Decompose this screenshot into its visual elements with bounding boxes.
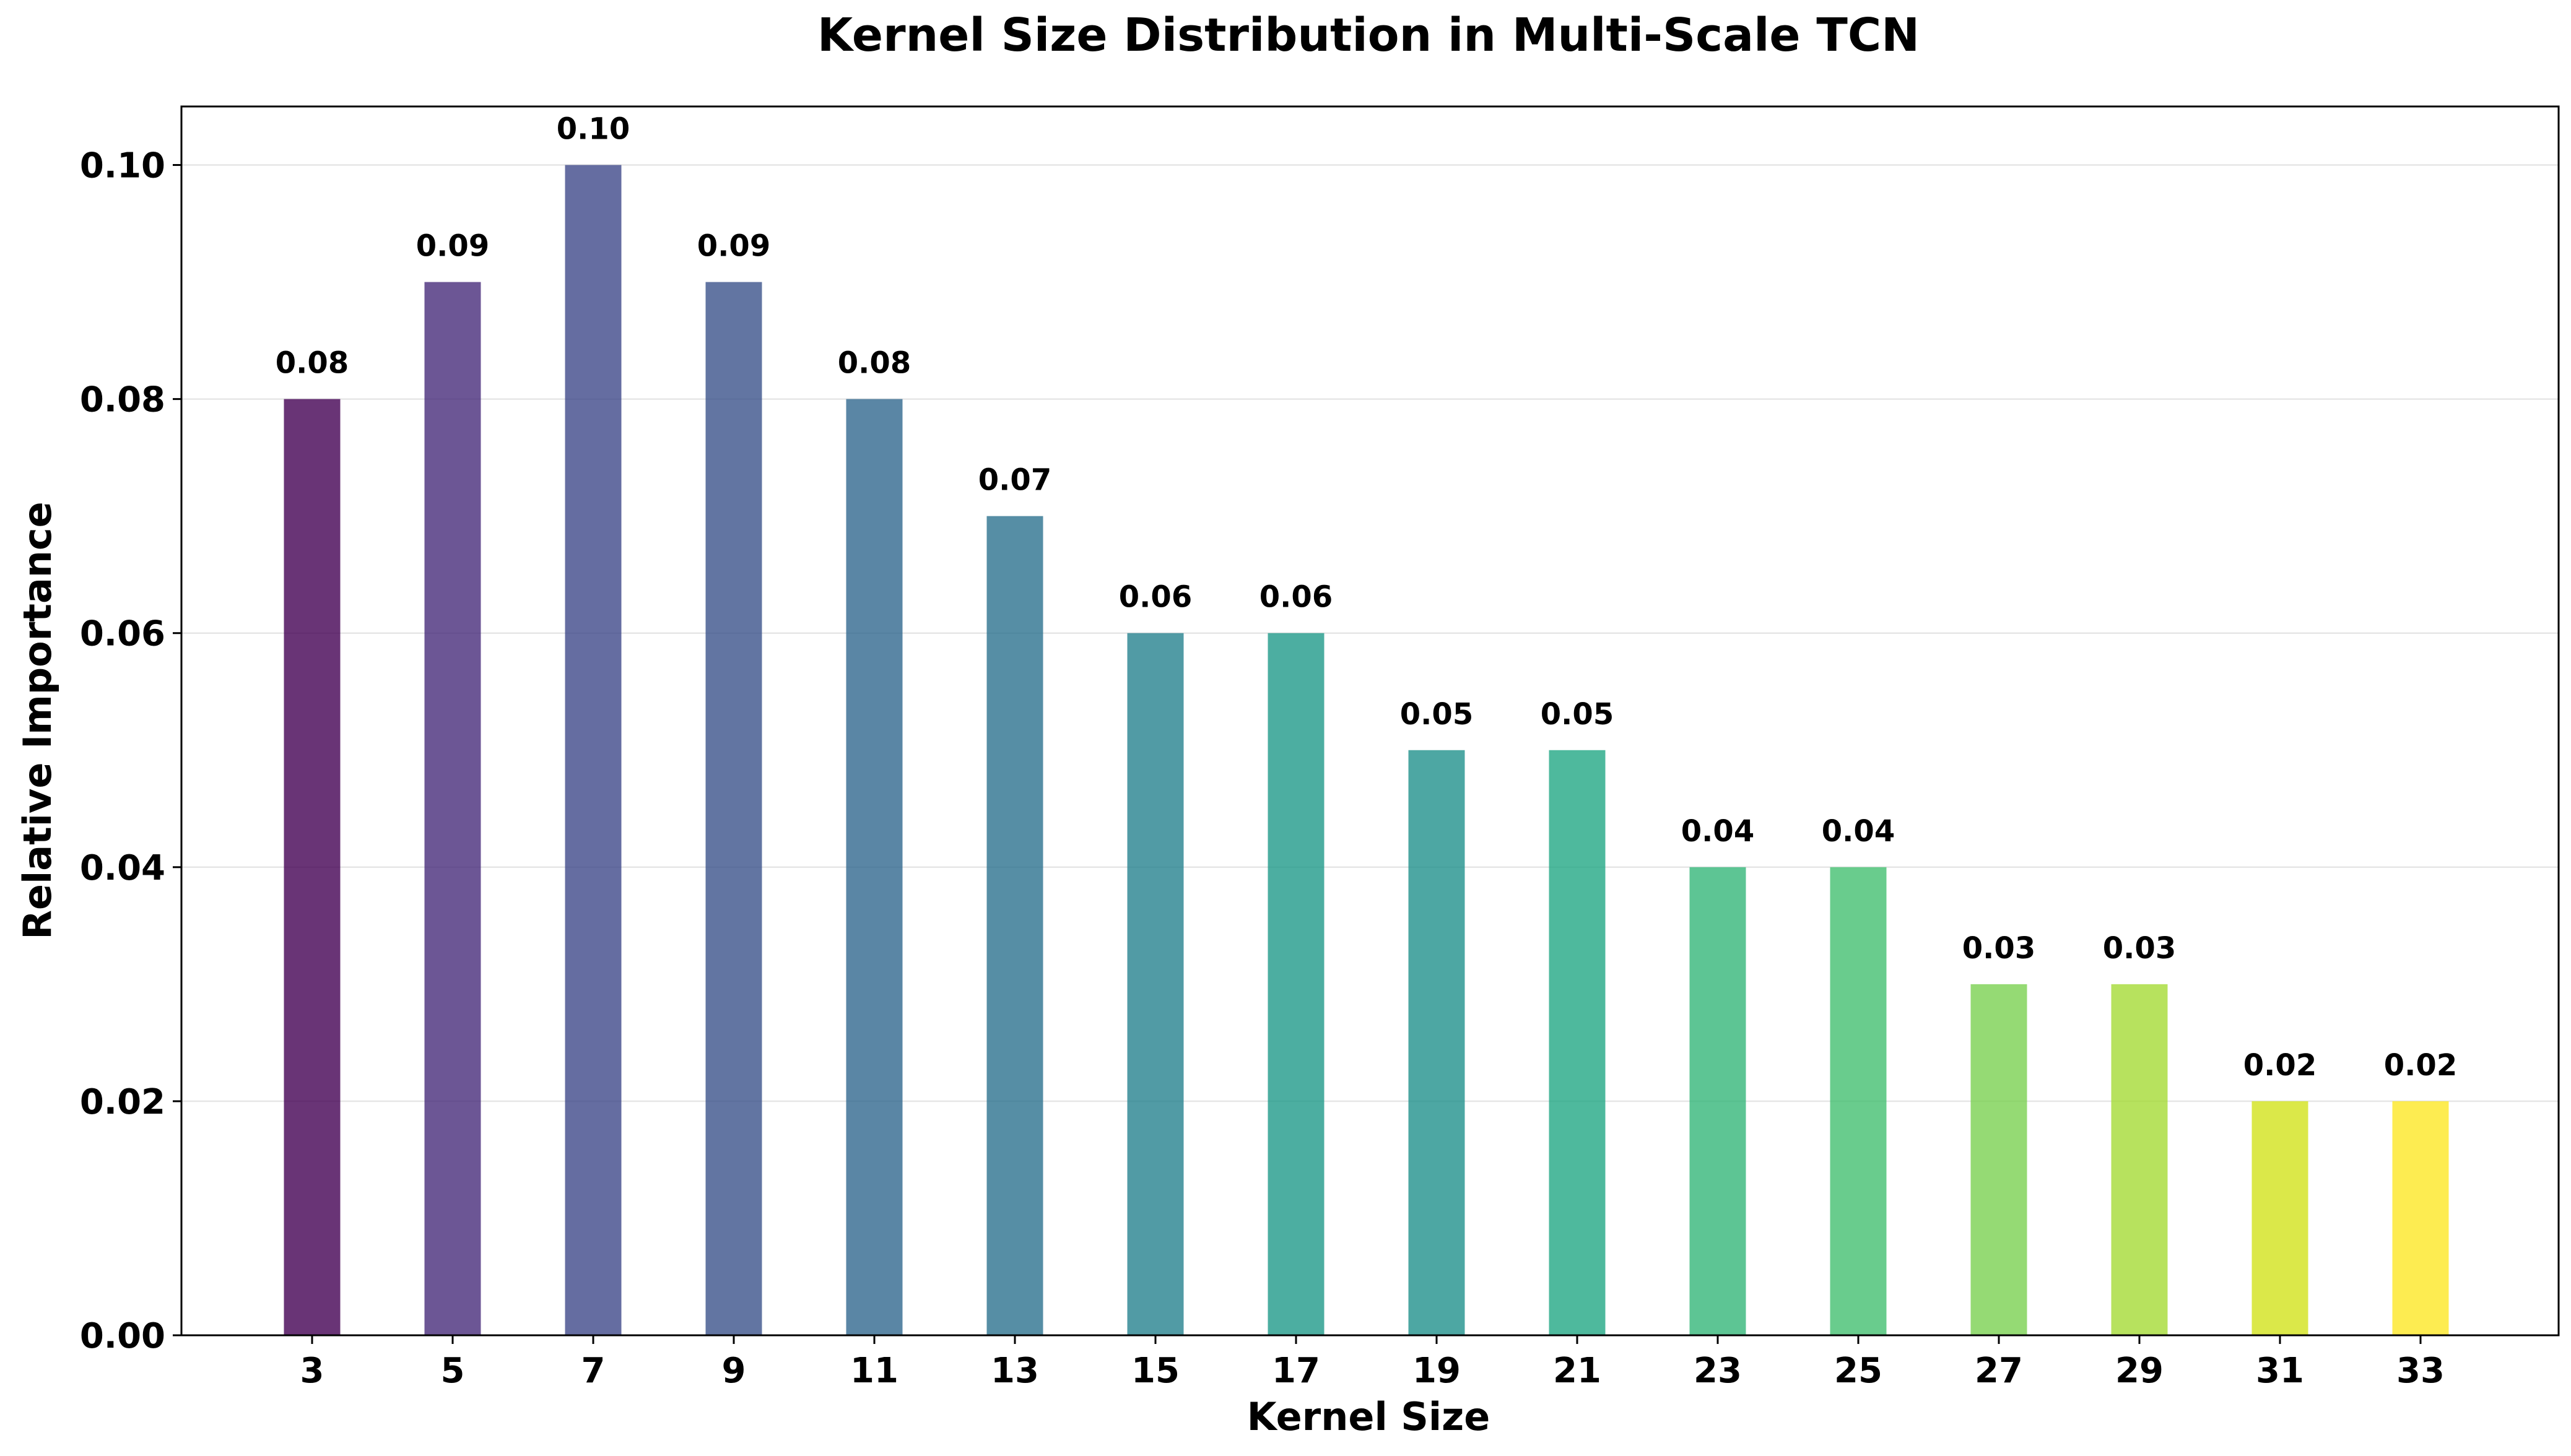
data-label: 0.02 xyxy=(2243,1048,2317,1083)
bar-29 xyxy=(2111,984,2168,1335)
bar-19 xyxy=(1408,750,1465,1335)
bars xyxy=(284,165,2449,1336)
data-label: 0.06 xyxy=(1259,580,1333,615)
x-tick-label: 33 xyxy=(2396,1351,2445,1391)
data-labels: 0.08 0.09 0.10 0.09 0.08 0.07 0.06 0.06 0.05 0.05… xyxy=(276,112,2457,1083)
bar-9 xyxy=(705,282,762,1336)
x-tick-label: 15 xyxy=(1131,1351,1180,1391)
bar-25 xyxy=(1830,867,1887,1335)
bar-27 xyxy=(1970,984,2027,1335)
x-tick-label: 29 xyxy=(2115,1351,2164,1391)
x-tick-label: 27 xyxy=(1975,1351,2023,1391)
data-label: 0.09 xyxy=(416,229,489,264)
data-label: 0.09 xyxy=(697,229,770,264)
gridlines xyxy=(181,164,2559,1337)
x-tick-label: 7 xyxy=(581,1351,606,1391)
plot-frame xyxy=(180,105,2560,1337)
data-label: 0.08 xyxy=(838,346,911,381)
bar-3 xyxy=(284,399,341,1335)
x-tick-label: 19 xyxy=(1412,1351,1461,1391)
x-tick-label: 11 xyxy=(850,1351,898,1391)
data-label: 0.05 xyxy=(1400,697,1473,732)
x-tick-label: 23 xyxy=(1694,1351,1742,1391)
data-label: 0.02 xyxy=(2384,1048,2457,1083)
bar-13 xyxy=(986,516,1043,1335)
data-label: 0.05 xyxy=(1541,697,1614,732)
bar-21 xyxy=(1549,750,1606,1335)
y-tick-label: 0.02 xyxy=(80,1082,165,1122)
data-label: 0.07 xyxy=(978,463,1051,498)
y-axis-label: Relative Importance xyxy=(15,501,60,939)
bar-7 xyxy=(565,165,622,1335)
bar-15 xyxy=(1127,633,1184,1335)
x-tick-label: 25 xyxy=(1834,1351,1882,1391)
x-tick-label: 21 xyxy=(1553,1351,1601,1391)
x-tick-label: 17 xyxy=(1272,1351,1320,1391)
bar-31 xyxy=(2251,1101,2308,1335)
y-tick-label: 0.10 xyxy=(80,146,165,186)
data-label: 0.08 xyxy=(276,346,349,381)
bar-33 xyxy=(2392,1101,2449,1335)
data-label: 0.04 xyxy=(1822,814,1895,849)
bar-11 xyxy=(846,399,903,1335)
x-tick-label: 3 xyxy=(300,1351,324,1391)
data-label: 0.03 xyxy=(2103,931,2176,966)
x-tick-label: 5 xyxy=(441,1351,465,1391)
data-label: 0.06 xyxy=(1119,580,1192,615)
y-tick-label: 0.06 xyxy=(80,614,165,654)
y-tick-label: 0.08 xyxy=(80,380,165,420)
x-axis-ticks: 3 5 7 9 11 13 15 17 19 21 23 25 27 29 31 33 xyxy=(300,1335,2445,1391)
y-axis-ticks: 0.00 0.02 0.04 0.06 0.08 0.10 xyxy=(80,146,181,1356)
bar-17 xyxy=(1268,633,1325,1335)
bar-23 xyxy=(1689,867,1746,1335)
x-tick-label: 9 xyxy=(722,1351,746,1391)
bar-5 xyxy=(424,282,481,1336)
chart-title: Kernel Size Distribution in Multi-Scale … xyxy=(817,9,1920,62)
data-label: 0.03 xyxy=(1962,931,2035,966)
y-tick-label: 0.00 xyxy=(80,1316,165,1356)
data-label: 0.10 xyxy=(557,112,630,147)
x-tick-label: 31 xyxy=(2256,1351,2304,1391)
x-tick-label: 13 xyxy=(991,1351,1039,1391)
data-label: 0.04 xyxy=(1681,814,1754,849)
x-axis-label: Kernel Size xyxy=(1247,1394,1490,1439)
y-tick-label: 0.04 xyxy=(80,848,165,888)
